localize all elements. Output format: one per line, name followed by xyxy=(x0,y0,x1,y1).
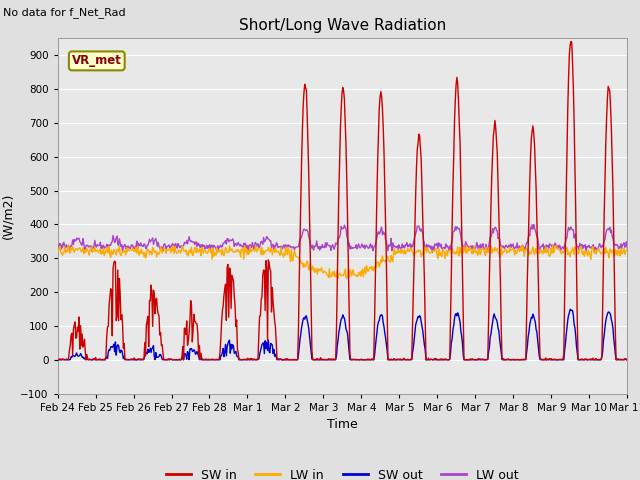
Text: No data for f_Net_Rad: No data for f_Net_Rad xyxy=(3,7,126,18)
Title: Short/Long Wave Radiation: Short/Long Wave Radiation xyxy=(239,18,446,33)
X-axis label: Time: Time xyxy=(327,418,358,431)
Text: VR_met: VR_met xyxy=(72,54,122,67)
Legend: SW in, LW in, SW out, LW out: SW in, LW in, SW out, LW out xyxy=(161,464,524,480)
Y-axis label: (W/m2): (W/m2) xyxy=(2,193,15,239)
